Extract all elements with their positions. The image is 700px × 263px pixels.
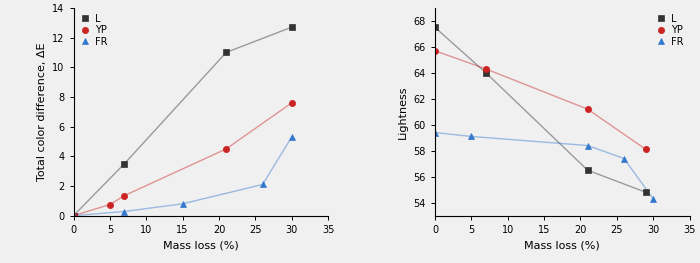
Legend: L, YP, FR: L, YP, FR <box>652 11 687 49</box>
FR <box>288 135 296 139</box>
YP <box>430 49 439 52</box>
Y-axis label: Total color difference, ΔE: Total color difference, ΔE <box>36 43 46 181</box>
FR <box>584 144 592 147</box>
L <box>430 26 439 29</box>
YP <box>288 101 296 104</box>
FR <box>120 210 129 213</box>
FR <box>467 135 475 138</box>
Y-axis label: Lightness: Lightness <box>398 85 408 139</box>
FR <box>620 157 628 160</box>
FR <box>69 214 78 217</box>
YP <box>69 214 78 217</box>
L <box>642 191 650 194</box>
Line: FR: FR <box>71 134 295 219</box>
Legend: L, YP, FR: L, YP, FR <box>76 11 111 49</box>
X-axis label: Mass loss (%): Mass loss (%) <box>163 240 239 250</box>
FR <box>649 197 657 200</box>
X-axis label: Mass loss (%): Mass loss (%) <box>524 240 600 250</box>
Line: FR: FR <box>432 129 657 202</box>
L <box>584 169 592 172</box>
FR <box>178 202 187 205</box>
Line: YP: YP <box>71 100 295 219</box>
FR <box>258 183 267 186</box>
YP <box>120 194 129 197</box>
L <box>222 51 230 54</box>
YP <box>222 147 230 150</box>
Line: L: L <box>432 24 649 195</box>
L <box>482 71 490 74</box>
L <box>69 214 78 217</box>
L <box>288 26 296 29</box>
FR <box>430 131 439 134</box>
Line: YP: YP <box>432 48 649 153</box>
YP <box>584 108 592 111</box>
YP <box>642 148 650 151</box>
YP <box>106 203 114 206</box>
YP <box>482 67 490 70</box>
L <box>120 162 129 165</box>
Line: L: L <box>71 24 295 219</box>
